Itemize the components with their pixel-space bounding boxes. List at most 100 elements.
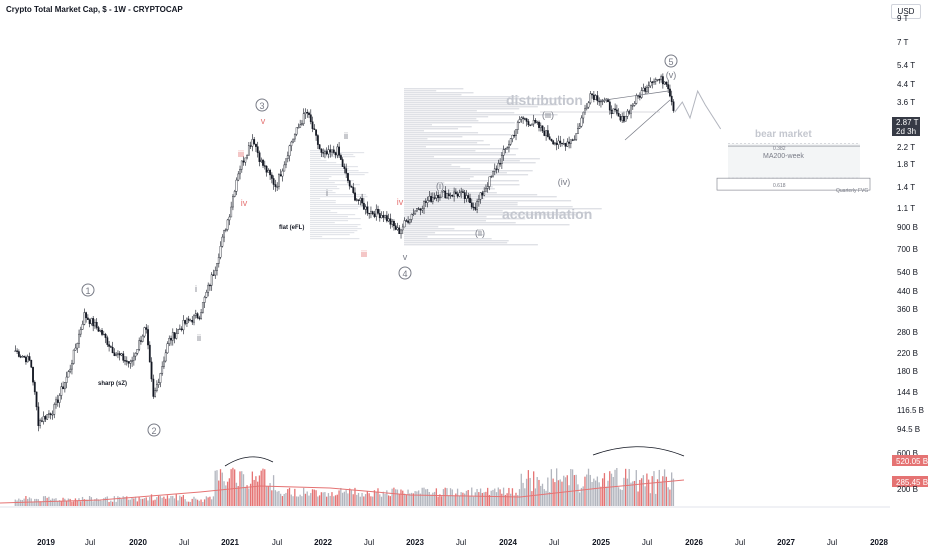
volume-bar [538, 479, 540, 506]
wave-1-label: 1 [85, 286, 90, 296]
volume-bar [288, 487, 291, 506]
volume-bar [533, 471, 535, 506]
volume-bar [269, 483, 271, 506]
volume-bar [223, 481, 225, 506]
profile-bar [404, 188, 495, 190]
volume-bar [375, 491, 377, 506]
profile-bar [310, 236, 323, 238]
volume-bar [212, 496, 215, 506]
candles [14, 73, 675, 432]
volume-bar [637, 491, 639, 506]
candle-body [499, 163, 502, 165]
profile-bar [310, 192, 336, 194]
volume-bar [78, 498, 80, 506]
profile-bar [404, 110, 477, 112]
volume-bar [504, 494, 507, 506]
candle-body [46, 414, 49, 420]
candle-body [111, 346, 114, 354]
candle-body [339, 155, 342, 160]
profile-bar [310, 200, 336, 202]
volume-bar [630, 482, 632, 506]
wave-2-circle [147, 423, 161, 437]
volume-bar [287, 489, 289, 506]
candle-body [647, 85, 650, 88]
volume-bar [292, 496, 294, 506]
candle-body [253, 139, 256, 145]
profile-bar [404, 194, 538, 196]
currency-button[interactable]: USD [891, 4, 921, 19]
candle-body [617, 113, 620, 117]
volume-bar [449, 488, 452, 506]
candle-body [571, 139, 574, 141]
candle-body [224, 229, 227, 231]
volume-bar [380, 496, 383, 506]
candle-body [232, 196, 234, 208]
candle-body [587, 102, 590, 108]
candle-body [48, 413, 50, 415]
candle-body [60, 386, 63, 396]
candle-body [465, 195, 468, 199]
candle-body [437, 195, 440, 199]
volume-bar [444, 487, 446, 506]
sub-wave-p-ii: (ii) [475, 228, 485, 238]
profile-bar [404, 168, 471, 170]
candle-body [398, 227, 401, 235]
profile-bar [404, 114, 558, 116]
candle-body [569, 139, 572, 144]
volume-bar [525, 478, 528, 506]
volume-bar [308, 495, 310, 506]
candle-body [405, 220, 408, 222]
volume-bar [402, 490, 404, 506]
volume-bar [73, 501, 75, 506]
volume-bar [283, 493, 285, 506]
volume-bar [182, 495, 185, 506]
profile-bar [404, 154, 516, 156]
candle-body [56, 399, 59, 403]
volume-bar [271, 490, 273, 506]
profile-bar [404, 170, 533, 172]
candle-body [214, 270, 217, 276]
volume-bar [492, 489, 494, 506]
volume-bar [299, 494, 301, 506]
profile-bar [404, 156, 435, 158]
profile-bar [404, 118, 477, 120]
time-tick: 2026 [685, 538, 703, 547]
candle-body [102, 333, 105, 336]
candle-body [354, 192, 356, 201]
candle-body [424, 201, 427, 203]
candle-body [561, 142, 563, 145]
profile-bar [404, 202, 518, 204]
distribution-label: distribution [506, 92, 583, 108]
volume-bar [382, 491, 384, 506]
profile-bar [404, 130, 425, 132]
volume-bar [534, 488, 537, 506]
volume-bar [341, 492, 344, 506]
candle-body [270, 174, 273, 179]
candle-body [552, 140, 555, 145]
volume-bar [405, 494, 407, 506]
candle-body [600, 100, 602, 103]
volume-bar [333, 496, 335, 506]
profile-bar [404, 214, 576, 216]
volume-bar [237, 485, 239, 506]
candle-body [285, 158, 287, 166]
candle-body [431, 197, 434, 202]
volume-bar [115, 501, 117, 506]
candle-body [345, 168, 348, 174]
volume-bar [179, 495, 181, 506]
volume-bar [331, 492, 333, 506]
volume-bar [536, 477, 538, 506]
time-tick: 2028 [870, 538, 888, 547]
volume-bar [579, 492, 581, 506]
profile-bar [404, 198, 485, 200]
profile-bar [404, 240, 509, 242]
candle-body [200, 312, 203, 320]
volume-bar [594, 480, 597, 506]
volume-bar [251, 471, 254, 506]
fib-zone [728, 143, 860, 179]
candle-body [343, 166, 346, 169]
current-price-badge [892, 117, 920, 136]
candle-body [669, 88, 671, 97]
volume-bar [281, 496, 284, 506]
